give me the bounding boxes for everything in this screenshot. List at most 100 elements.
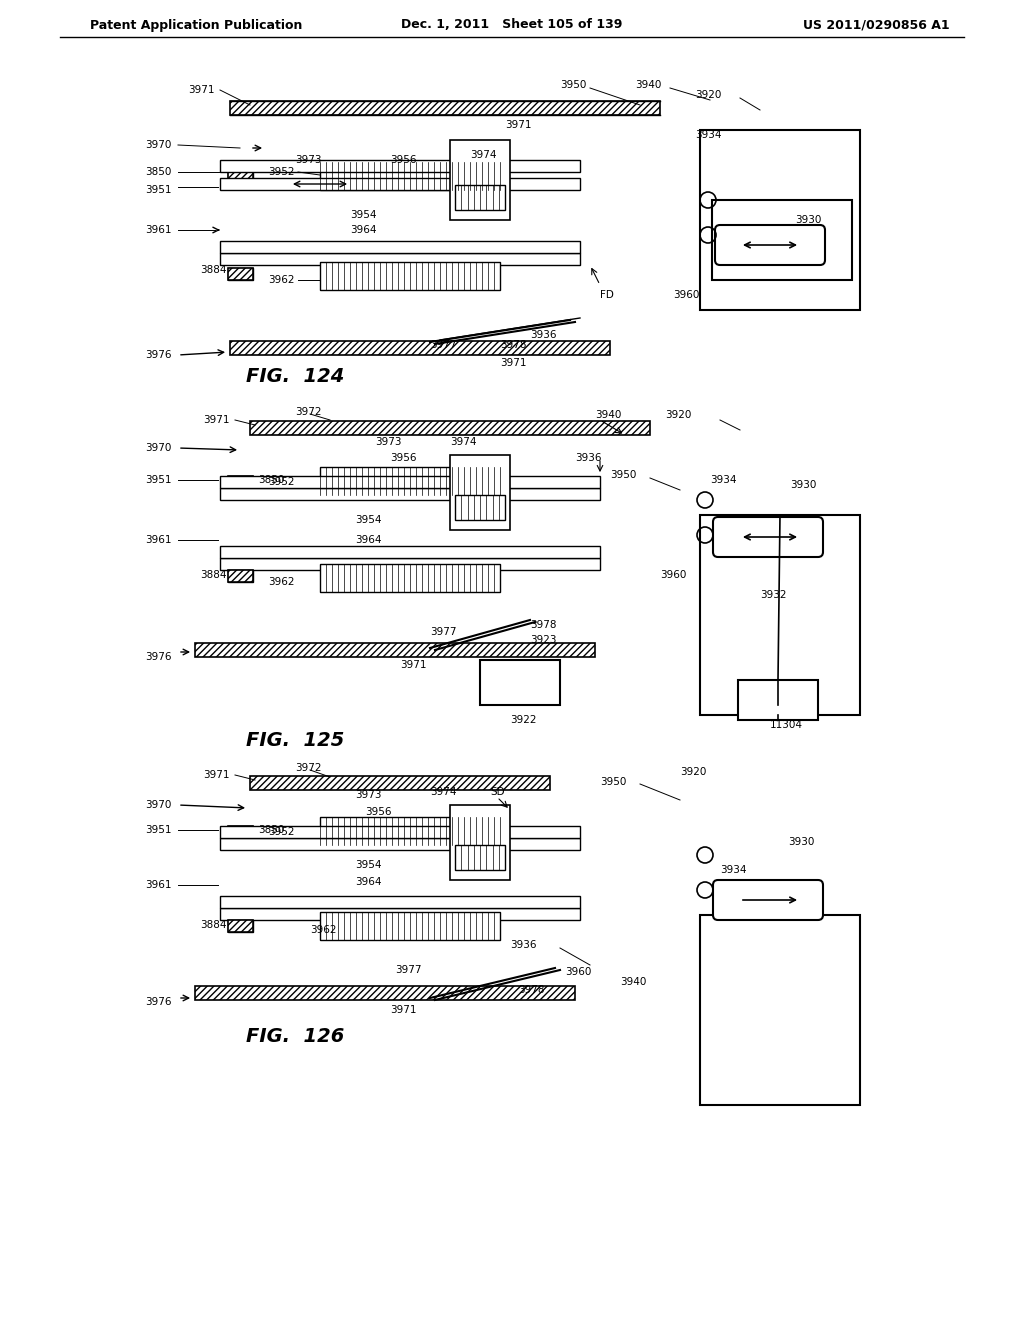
- Bar: [250, 776, 550, 789]
- Text: 3920: 3920: [665, 411, 691, 420]
- Bar: [230, 341, 610, 355]
- Bar: [319, 564, 500, 591]
- Bar: [228, 570, 253, 582]
- Text: 3930: 3930: [788, 837, 814, 847]
- Text: 3934: 3934: [695, 129, 722, 140]
- Bar: [220, 908, 580, 920]
- Text: 3972: 3972: [295, 763, 322, 774]
- Text: 3973: 3973: [295, 154, 322, 165]
- Text: 3922: 3922: [510, 715, 537, 725]
- Bar: [228, 826, 253, 838]
- Text: 3954: 3954: [355, 861, 382, 870]
- Bar: [230, 102, 660, 115]
- Text: 3951: 3951: [145, 825, 172, 836]
- Text: 3951: 3951: [145, 475, 172, 484]
- Bar: [450, 455, 510, 531]
- Bar: [700, 129, 860, 310]
- Text: 3964: 3964: [355, 876, 382, 887]
- Text: 3956: 3956: [390, 453, 417, 463]
- Text: 3962: 3962: [310, 925, 337, 935]
- Text: 3971: 3971: [188, 84, 215, 95]
- Bar: [319, 817, 500, 845]
- Bar: [220, 896, 580, 908]
- Text: 3923: 3923: [530, 635, 556, 645]
- Text: 3971: 3971: [390, 1005, 417, 1015]
- Text: 3950: 3950: [610, 470, 636, 480]
- Text: 3850: 3850: [258, 825, 285, 836]
- Bar: [220, 838, 580, 850]
- Bar: [220, 178, 580, 190]
- Text: 3962: 3962: [268, 275, 295, 285]
- Text: 3974: 3974: [430, 787, 457, 797]
- Text: 3940: 3940: [620, 977, 646, 987]
- Bar: [220, 826, 580, 838]
- Bar: [230, 102, 660, 115]
- Bar: [450, 805, 510, 880]
- Text: 3961: 3961: [145, 535, 172, 545]
- Text: FD: FD: [600, 290, 613, 300]
- Bar: [195, 986, 575, 1001]
- Text: 3952: 3952: [268, 477, 295, 487]
- Bar: [228, 268, 253, 280]
- Bar: [700, 915, 860, 1105]
- Text: 11304: 11304: [770, 719, 803, 730]
- Text: 3960: 3960: [565, 968, 592, 977]
- Text: 3920: 3920: [680, 767, 707, 777]
- Text: 3977: 3977: [430, 341, 457, 350]
- Bar: [319, 912, 500, 940]
- Bar: [220, 546, 600, 558]
- Bar: [228, 826, 253, 838]
- Text: 3932: 3932: [760, 590, 786, 601]
- Text: 3920: 3920: [695, 90, 721, 100]
- Bar: [228, 477, 253, 488]
- Text: 3977: 3977: [395, 965, 422, 975]
- Text: 3940: 3940: [635, 81, 662, 90]
- Bar: [480, 660, 560, 705]
- Bar: [228, 477, 253, 488]
- Bar: [220, 253, 580, 265]
- Text: Patent Application Publication: Patent Application Publication: [90, 18, 302, 32]
- Text: 3954: 3954: [355, 515, 382, 525]
- Bar: [228, 920, 253, 932]
- Bar: [250, 421, 650, 436]
- Bar: [220, 558, 600, 570]
- Text: 3973: 3973: [375, 437, 401, 447]
- Bar: [700, 515, 860, 715]
- Bar: [455, 495, 505, 520]
- Text: 3970: 3970: [145, 444, 172, 453]
- Bar: [250, 776, 550, 789]
- Text: 3951: 3951: [145, 185, 172, 195]
- Text: 3930: 3930: [790, 480, 816, 490]
- Text: 3934: 3934: [710, 475, 736, 484]
- Bar: [228, 477, 253, 488]
- Text: 3850: 3850: [258, 475, 285, 484]
- Text: 3974: 3974: [450, 437, 476, 447]
- Bar: [228, 826, 253, 838]
- Text: 3978: 3978: [518, 985, 545, 995]
- Text: 3962: 3962: [268, 577, 295, 587]
- Text: 3964: 3964: [350, 224, 377, 235]
- Text: 3956: 3956: [365, 807, 391, 817]
- Text: 3961: 3961: [145, 880, 172, 890]
- Bar: [319, 162, 500, 190]
- Text: 3936: 3936: [510, 940, 537, 950]
- Text: 3977: 3977: [430, 627, 457, 638]
- Bar: [228, 168, 253, 180]
- Bar: [220, 242, 580, 253]
- Text: 3884: 3884: [200, 570, 226, 579]
- Bar: [220, 488, 600, 500]
- Text: FIG.  126: FIG. 126: [246, 1027, 344, 1047]
- Text: 3952: 3952: [268, 168, 295, 177]
- Bar: [319, 261, 500, 290]
- Text: 3970: 3970: [145, 140, 172, 150]
- Bar: [319, 467, 500, 495]
- Text: 3950: 3950: [560, 81, 587, 90]
- Text: 3970: 3970: [145, 800, 172, 810]
- Text: 3930: 3930: [795, 215, 821, 224]
- Text: 3973: 3973: [355, 789, 382, 800]
- Bar: [230, 341, 610, 355]
- Text: 3936: 3936: [575, 453, 601, 463]
- Text: 3950: 3950: [600, 777, 627, 787]
- Bar: [228, 920, 253, 932]
- Text: 3972: 3972: [295, 407, 322, 417]
